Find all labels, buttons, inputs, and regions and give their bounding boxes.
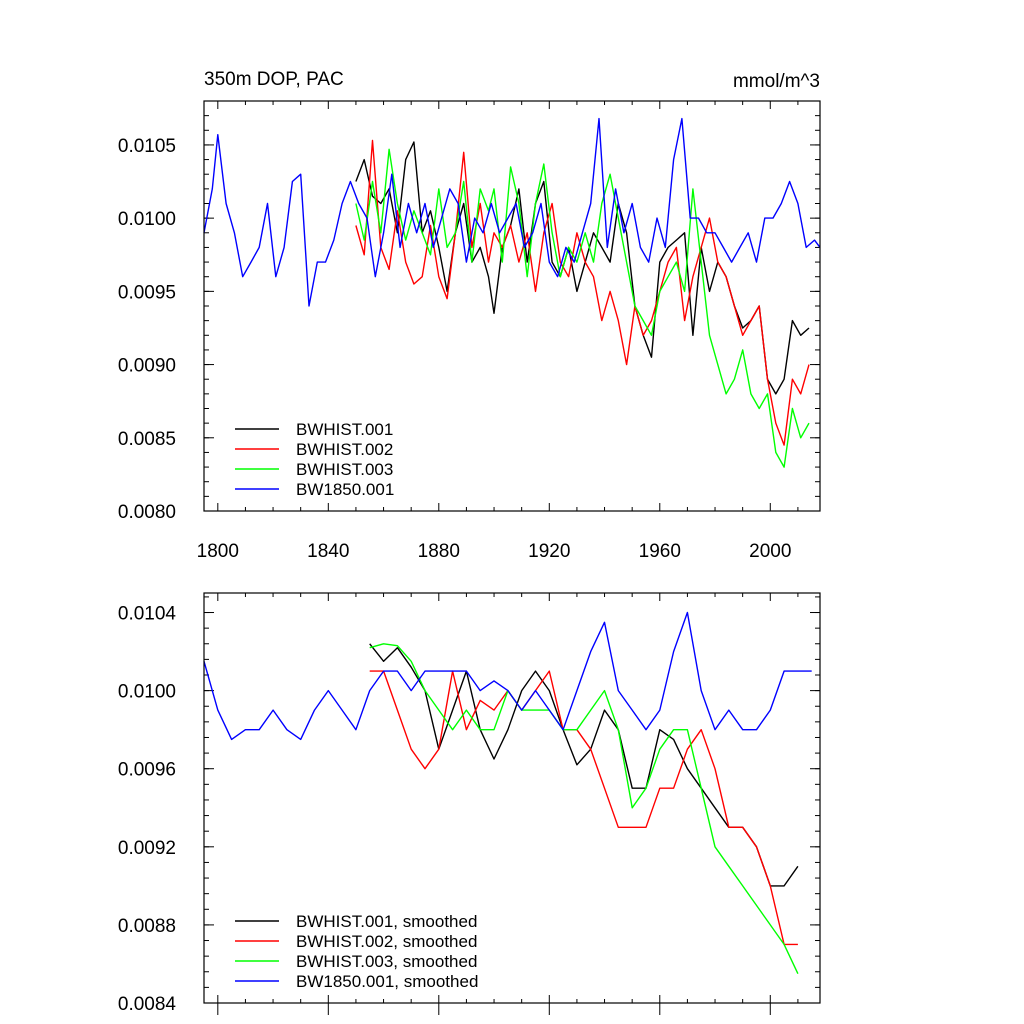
bottom-panel-frame	[203, 592, 821, 1004]
legend-label: BWHIST.001	[296, 420, 393, 439]
legend-label: BWHIST.002	[296, 440, 393, 459]
top-panel-frame	[203, 100, 821, 512]
legend-label: BWHIST.003, smoothed	[296, 952, 477, 971]
series-line-1	[369, 643, 799, 887]
y-tick-label: 0.0100	[118, 209, 176, 230]
y-tick-label: 0.0104	[118, 604, 177, 625]
y-tick-label: 0.0092	[118, 838, 176, 859]
x-tick-label: 1800	[197, 541, 239, 562]
bottom-panel-series	[203, 611, 812, 974]
x-tick-label: 1960	[639, 541, 681, 562]
x-tick-label: 1880	[418, 541, 460, 562]
y-tick-label: 0.0095	[118, 282, 176, 303]
legend-label: BWHIST.003	[296, 460, 393, 479]
bottom-panel: 0.0084 0.0088 0.0092 0.0096 0.0100 0.0104 BWH…	[118, 592, 821, 1015]
top-panel-units: mmol/m^3	[733, 71, 820, 92]
y-tick-label: 0.0085	[118, 429, 176, 450]
top-panel-axes: 1800 1840 1880 1920 1960 2000 0.0080 0.0085 0.00…	[118, 100, 820, 562]
legend-label: BW1850.001, smoothed	[296, 972, 478, 991]
y-tick-label: 0.0084	[118, 994, 177, 1015]
series-line-4	[203, 117, 821, 307]
x-tick-label: 2000	[749, 541, 791, 562]
series-line-3	[369, 643, 799, 974]
top-panel-series	[203, 117, 821, 468]
y-tick-label: 0.0088	[118, 916, 176, 937]
legend-label: BWHIST.001, smoothed	[296, 912, 477, 931]
x-tick-label: 1920	[528, 541, 570, 562]
series-line-2	[369, 670, 798, 946]
legend-label: BW1850.001	[296, 480, 394, 499]
y-tick-label: 0.0080	[118, 502, 176, 523]
series-line-3	[355, 148, 810, 468]
series-line-4	[203, 611, 812, 741]
bottom-panel-axes: 0.0084 0.0088 0.0092 0.0096 0.0100 0.0104	[118, 593, 820, 1015]
y-tick-label: 0.0105	[118, 136, 176, 157]
top-panel: 350m DOP, PAC mmol/m^3 1800 1840 1880 1920 1…	[118, 69, 821, 562]
y-tick-label: 0.0090	[118, 356, 176, 377]
x-tick-label: 1840	[307, 541, 349, 562]
top-panel-title: 350m DOP, PAC	[204, 69, 344, 90]
y-tick-label: 0.0096	[118, 760, 176, 781]
legend-label: BWHIST.002, smoothed	[296, 932, 477, 951]
y-tick-label: 0.0100	[118, 682, 176, 703]
